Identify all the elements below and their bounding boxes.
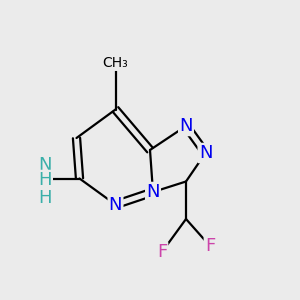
Text: N: N — [179, 117, 193, 135]
Text: N: N — [109, 196, 122, 214]
Text: N: N — [38, 156, 52, 174]
Text: N: N — [199, 144, 212, 162]
Text: H: H — [38, 189, 52, 207]
Text: H: H — [38, 171, 52, 189]
Text: F: F — [157, 243, 167, 261]
Text: N: N — [146, 183, 160, 201]
Text: CH₃: CH₃ — [103, 56, 128, 70]
Text: F: F — [205, 237, 215, 255]
